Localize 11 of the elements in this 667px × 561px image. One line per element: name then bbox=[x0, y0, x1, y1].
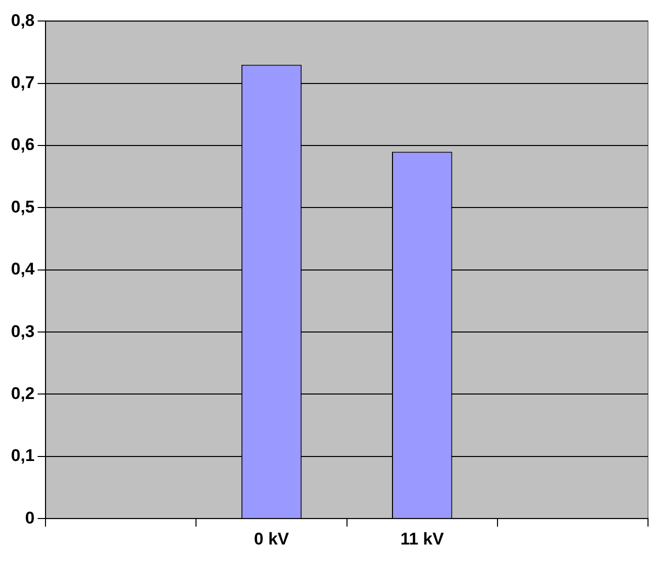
y-tick-label: 0,7 bbox=[10, 73, 35, 92]
x-tick-label: 11 kV bbox=[400, 529, 445, 548]
y-tick-label: 0,1 bbox=[10, 446, 35, 466]
y-tick-label: 0,2 bbox=[10, 384, 35, 403]
y-tick-label: 0,3 bbox=[10, 322, 35, 341]
y-tick-label: 0,5 bbox=[10, 197, 35, 216]
y-tick-label: 0,4 bbox=[10, 260, 36, 279]
y-tick-label: 0,6 bbox=[10, 135, 35, 154]
y-tick-label: 0 bbox=[25, 508, 35, 528]
y-tick-label: 0,8 bbox=[10, 10, 35, 30]
x-tick-label: 0 kV bbox=[254, 529, 290, 548]
